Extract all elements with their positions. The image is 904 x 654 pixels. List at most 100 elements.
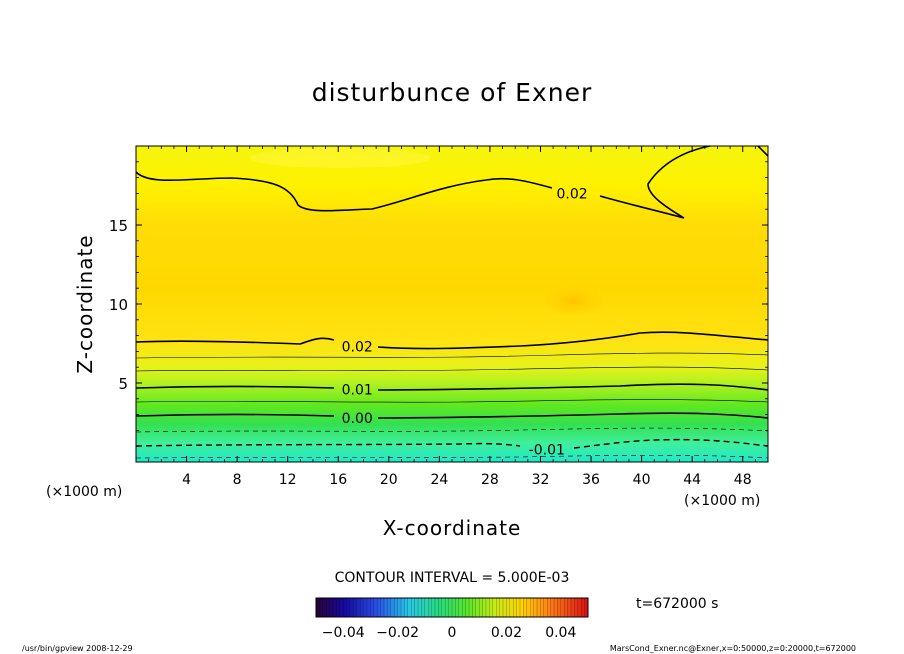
colorbar-cell — [390, 598, 395, 617]
contour-fill — [136, 146, 768, 462]
colorbar-cell — [530, 598, 534, 617]
colorbar-cell — [316, 598, 320, 617]
colorbar-cell — [540, 598, 545, 617]
colorbar-cell — [489, 598, 494, 617]
colorbar-cell — [509, 598, 514, 617]
colorbar-cell — [367, 598, 371, 617]
x-tick-label: 32 — [532, 472, 550, 488]
colorbar-cell — [421, 598, 426, 617]
x-tick-label: 8 — [233, 472, 242, 488]
time-label: t=672000 s — [636, 596, 718, 612]
colorbar-cell — [506, 598, 511, 617]
colorbar-cell — [346, 598, 351, 617]
colorbar-cell — [411, 598, 415, 617]
colorbar-cell — [435, 598, 439, 617]
colorbar-cell — [445, 598, 449, 617]
colorbar-cell — [394, 598, 398, 617]
colorbar-cell — [424, 598, 429, 617]
colorbar-cell — [418, 598, 422, 617]
colorbar-cell — [377, 598, 381, 617]
colorbar-cell — [401, 598, 405, 617]
colorbar-cell — [550, 598, 555, 617]
x-unit-label-right: (×1000 m) — [684, 493, 760, 509]
colorbar-cell — [537, 598, 541, 617]
colorbar-cell — [486, 598, 490, 617]
colorbar-cell — [336, 598, 341, 617]
x-tick-label: 36 — [582, 472, 600, 488]
contour-line-upper-right — [599, 145, 711, 219]
colorbar-cell — [431, 598, 436, 617]
x-tick-label: 40 — [633, 472, 651, 488]
colorbar-cell — [577, 598, 582, 617]
colorbar-cell — [564, 598, 568, 617]
contour-line-thin-1 — [135, 352, 769, 359]
contour-line-dashed-1 — [135, 427, 769, 433]
colorbar-cell — [560, 598, 565, 617]
colorbar-cell — [499, 598, 504, 617]
contour-line-thin-2 — [135, 366, 769, 372]
colorbar-cell — [360, 598, 364, 617]
x-tick-label: 24 — [430, 472, 448, 488]
contour-interval-label: CONTOUR INTERVAL = 5.000E-03 — [335, 570, 570, 586]
contour-line-upper — [135, 171, 553, 212]
x-tick-label: 48 — [734, 472, 752, 488]
contour-line-001-right — [377, 383, 769, 391]
colorbar-cell — [329, 598, 334, 617]
contour-line-002 — [135, 337, 335, 345]
y-axis-label: Z-coordinate — [73, 234, 97, 373]
colorbar-tick-label: 0 — [448, 625, 457, 641]
colorbar-cell — [438, 598, 443, 617]
contour-line-neg001 — [135, 442, 521, 447]
footer-left: /usr/bin/gpview 2008-12-29 — [22, 644, 133, 653]
colorbar-cell — [363, 598, 368, 617]
colorbar-cell — [513, 598, 517, 617]
colorbar-cell — [319, 598, 324, 617]
colorbar-tick-label: 0.04 — [545, 625, 576, 641]
colorbar-cell — [479, 598, 483, 617]
colorbar-cell — [533, 598, 538, 617]
colorbar-cell — [503, 598, 507, 617]
contour-line-001 — [135, 385, 335, 389]
contour-line-neg001-right — [573, 438, 769, 449]
colorbar-cell — [574, 598, 579, 617]
x-tick-label: 20 — [380, 472, 398, 488]
chart-title: disturbunce of Exner — [312, 78, 593, 107]
x-tick-label: 16 — [329, 472, 347, 488]
x-tick-label: 28 — [481, 472, 499, 488]
y-tick-label: 5 — [118, 375, 128, 393]
contour-labels: 0.02 0.02 0.01 0.00 -0.01 — [342, 186, 588, 458]
colorbar-cell — [520, 598, 524, 617]
colorbar-cell — [455, 598, 460, 617]
contour-line-upper-corner — [757, 145, 769, 157]
colorbar-tick-label: 0.02 — [491, 625, 522, 641]
colorbar-cell — [554, 598, 558, 617]
colorbar-cell — [523, 598, 528, 617]
contour-line-000-right — [377, 412, 769, 419]
colorbar-cell — [343, 598, 347, 617]
contour-label: 0.00 — [342, 411, 373, 427]
y-tick-label: 15 — [109, 217, 128, 235]
colorbar-cell — [353, 598, 358, 617]
colorbar-cell — [339, 598, 344, 617]
colorbar-cell — [547, 598, 551, 617]
colorbar-frame — [315, 597, 589, 618]
plot-area — [135, 145, 769, 463]
colorbar-cell — [516, 598, 521, 617]
colorbar-cell — [472, 598, 477, 617]
colorbar-cell — [465, 598, 470, 617]
colorbar-cell — [475, 598, 480, 617]
upper-light-patch — [250, 148, 430, 168]
colorbar-cell — [448, 598, 453, 617]
x-unit-label-left: (×1000 m) — [46, 484, 122, 500]
colorbar-cell — [557, 598, 562, 617]
colorbar-cell — [543, 598, 548, 617]
colorbar-cell — [496, 598, 500, 617]
colorbar-cell — [326, 598, 330, 617]
colorbar-cell — [407, 598, 412, 617]
colorbar-cell — [584, 598, 589, 617]
x-axis-ticks: 4 8 12 16 20 24 28 32 36 40 44 48 — [148, 146, 756, 488]
colorbar-cell — [567, 598, 572, 617]
colorbar-tick-label: −0.04 — [322, 625, 365, 641]
contour-label: -0.01 — [529, 442, 565, 458]
